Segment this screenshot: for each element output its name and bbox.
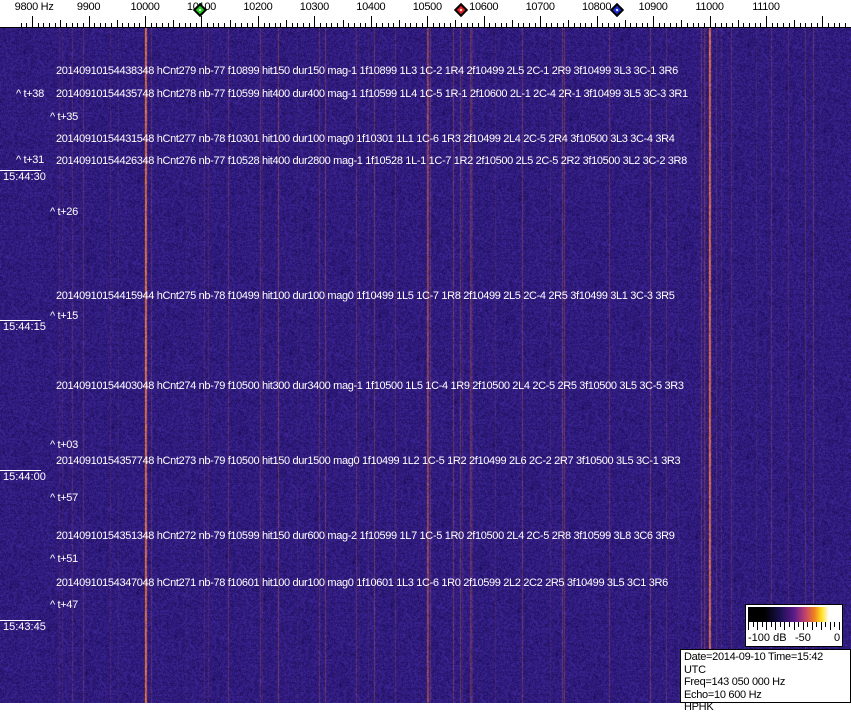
colorbar-mid-label: -50 bbox=[795, 632, 811, 644]
frequency-label: 10200 bbox=[243, 1, 273, 13]
frequency-axis: 9800 Hz990010000101001020010300104001050… bbox=[0, 0, 851, 28]
detection-row: 20140910154438348 hCnt279 nb-77 f10899 h… bbox=[56, 65, 678, 77]
frequency-label: 9800 Hz bbox=[14, 1, 54, 13]
detection-row: 20140910154415944 hCnt275 nb-78 f10499 h… bbox=[56, 290, 675, 302]
frequency-label: 10600 bbox=[469, 1, 499, 13]
info-date-time: Date=2014-09-10 Time=15:42 UTC bbox=[684, 651, 823, 676]
frequency-ticks bbox=[0, 16, 851, 28]
detection-row: 20140910154357748 hCnt273 nb-79 f10500 h… bbox=[56, 455, 681, 467]
frequency-label: 10700 bbox=[525, 1, 555, 13]
frequency-label: 10000 bbox=[130, 1, 160, 13]
offset-label: ^ t+35 bbox=[50, 111, 78, 123]
offset-label: ^ t+26 bbox=[50, 206, 78, 218]
frequency-label: 10900 bbox=[638, 1, 668, 13]
offset-label: ^ t+03 bbox=[50, 439, 78, 451]
offset-label: ^ t+51 bbox=[50, 553, 78, 565]
offset-label: ^ t+38 bbox=[16, 88, 44, 100]
offset-label: ^ t+47 bbox=[50, 599, 78, 611]
frequency-label: 10500 bbox=[412, 1, 442, 13]
time-label: 15:43:45 bbox=[0, 620, 46, 634]
frequency-label: 11100 bbox=[752, 1, 780, 13]
offset-label: ^ t+31 bbox=[16, 154, 44, 166]
time-label: 15:44:30 bbox=[0, 170, 46, 184]
detection-row: 20140910154403048 hCnt274 nb-79 f10500 h… bbox=[56, 380, 684, 392]
detection-row: 20140910154431548 hCnt277 nb-78 f10301 h… bbox=[56, 133, 675, 145]
detection-row: 20140910154435748 hCnt278 nb-77 f10599 h… bbox=[56, 88, 688, 100]
waterfall-spectrogram[interactable] bbox=[0, 28, 851, 703]
colorbar-legend: -100 dB -50 0 bbox=[745, 604, 843, 647]
offset-label: ^ t+15 bbox=[50, 310, 78, 322]
info-box: Date=2014-09-10 Time=15:42 UTC Freq=143 … bbox=[680, 649, 851, 713]
offset-label: ^ t+57 bbox=[50, 492, 78, 504]
info-echo: Echo=10 600 Hz bbox=[684, 688, 762, 701]
frequency-label: 10800 bbox=[582, 1, 612, 13]
colorbar-max-label: 0 bbox=[834, 632, 841, 644]
time-label: 15:44:00 bbox=[0, 470, 46, 484]
detection-row: 20140910154351348 hCnt272 nb-79 f10599 h… bbox=[56, 530, 675, 542]
colorbar-gradient bbox=[748, 607, 840, 622]
colorbar-ticks bbox=[748, 622, 840, 630]
frequency-label: 9900 bbox=[76, 1, 101, 13]
frequency-label: 10300 bbox=[299, 1, 329, 13]
frequency-label: 10400 bbox=[356, 1, 386, 13]
frequency-label: 11000 bbox=[695, 1, 724, 13]
detection-row: 20140910154347048 hCnt271 nb-78 f10601 h… bbox=[56, 577, 668, 589]
info-frequency: Freq=143 050 000 Hz bbox=[684, 676, 786, 688]
detection-row: 20140910154426348 hCnt276 nb-77 f10528 h… bbox=[56, 155, 687, 167]
time-label: 15:44:15 bbox=[0, 320, 46, 334]
colorbar-min-label: -100 dB bbox=[748, 632, 787, 644]
